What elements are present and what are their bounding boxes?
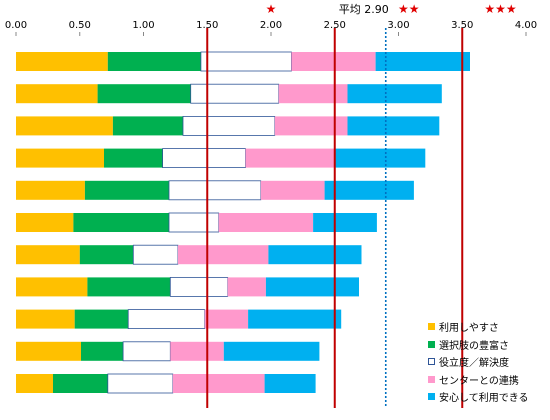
bar-segment-row9-series4: [204, 309, 249, 329]
bar-segment-row1-series4: [291, 52, 376, 71]
legend-label: 利用しやすさ: [439, 323, 499, 335]
bar-segment-row11-series3: [107, 373, 174, 394]
bar-segment-row10-series1: [16, 341, 81, 361]
bar-segment-row1-series3: [200, 51, 292, 72]
rating-stars: ★★: [398, 2, 420, 16]
bar-segment-row2-series2: [97, 84, 191, 104]
x-tick-label: 3.50: [451, 20, 473, 31]
bar-segment-row11-series2: [53, 374, 108, 393]
x-tick-label: 0.50: [69, 20, 91, 31]
bar-segment-row2-series4: [278, 84, 348, 104]
bar-segment-row3-series1: [16, 116, 113, 136]
legend-item-4: センターとの連携: [428, 371, 529, 389]
bar-segment-row10-series4: [170, 341, 224, 361]
rating-stars: ★: [266, 2, 277, 16]
x-tick-label: 0.00: [5, 20, 27, 31]
bar-segment-row5-series3: [168, 180, 262, 201]
bar-segment-row9-series5: [248, 309, 342, 329]
rating-stars: ★★★: [484, 2, 516, 16]
bar-segment-row3-series2: [112, 116, 183, 136]
bar-segment-row4-series5: [334, 148, 426, 168]
bar-segment-row9-series1: [16, 309, 75, 329]
bar-segment-row8-series3: [169, 276, 229, 297]
legend-item-5: 安心して利用できる: [428, 388, 529, 406]
bar-segment-row11-series5: [264, 374, 316, 393]
bar-segment-row3-series5: [347, 116, 440, 136]
x-tick-label: 4.00: [515, 20, 537, 31]
bar-segment-row6-series2: [73, 213, 169, 232]
bar-segment-row6-series5: [313, 213, 377, 232]
x-tick-label: 1.00: [132, 20, 154, 31]
bar-segment-row2-series5: [347, 84, 442, 104]
average-label: 平均 2.90: [339, 3, 389, 16]
bar-segment-row7-series5: [268, 245, 362, 265]
legend-swatch: [428, 323, 435, 331]
x-tick-label: 2.00: [260, 20, 282, 31]
bar-segment-row11-series4: [172, 374, 265, 393]
legend-item-2: 選択肢の豊富さ: [428, 336, 529, 354]
bar-segment-row4-series3: [162, 148, 246, 169]
bar-segment-row4-series1: [16, 148, 104, 168]
bar-segment-row11-series1: [16, 374, 53, 393]
bar-segment-row4-series4: [245, 148, 335, 168]
bar-segment-row1-series2: [107, 52, 201, 71]
bar-segment-row10-series2: [81, 341, 124, 361]
legend-label: センターとの連携: [439, 375, 519, 387]
bar-segment-row8-series1: [16, 277, 88, 297]
legend-swatch: [428, 393, 435, 401]
legend-swatch: [428, 340, 435, 348]
bar-segment-row10-series3: [122, 341, 171, 362]
legend-swatch: [428, 358, 435, 366]
legend-swatch: [428, 375, 435, 383]
legend-label: 選択肢の豊富さ: [439, 340, 509, 352]
legend-item-1: 利用しやすさ: [428, 318, 529, 336]
bar-segment-row7-series4: [177, 245, 269, 265]
x-tick-label: 2.50: [324, 20, 346, 31]
chart-legend: 利用しやすさ 選択肢の豊富さ 役立度／解決度 センターとの連携 安心して利用できる: [428, 318, 529, 406]
bar-segment-row7-series2: [79, 245, 134, 265]
bar-segment-row5-series1: [16, 180, 85, 200]
bar-segment-row6-series1: [16, 213, 74, 232]
bar-segment-row2-series1: [16, 84, 98, 104]
bar-segment-row9-series3: [127, 309, 206, 330]
bar-segment-row5-series4: [260, 180, 325, 200]
legend-item-3: 役立度／解決度: [428, 353, 529, 371]
legend-label: 安心して利用できる: [439, 393, 529, 405]
bar-segment-row7-series3: [132, 244, 179, 265]
bar-segment-row10-series5: [223, 341, 320, 361]
bar-segment-row4-series2: [104, 148, 163, 168]
bar-segment-row2-series3: [190, 83, 280, 104]
legend-label: 役立度／解決度: [439, 358, 509, 370]
bar-segment-row7-series1: [16, 245, 80, 265]
bar-segment-row5-series2: [84, 180, 170, 200]
bar-segment-row3-series4: [274, 116, 348, 136]
x-tick-label: 3.00: [387, 20, 409, 31]
bar-segment-row1-series1: [16, 52, 108, 71]
bar-segment-row9-series2: [74, 309, 129, 329]
bar-segment-row1-series5: [375, 52, 470, 71]
bar-segment-row8-series4: [227, 277, 266, 297]
bar-segment-row8-series5: [265, 277, 359, 297]
bar-segment-row8-series2: [87, 277, 171, 297]
bar-segment-row6-series4: [218, 213, 313, 232]
x-tick-label: 1.50: [196, 20, 218, 31]
bar-segment-row5-series5: [324, 180, 414, 200]
bar-segment-row3-series3: [182, 116, 276, 136]
bar-segment-row6-series3: [168, 212, 220, 233]
